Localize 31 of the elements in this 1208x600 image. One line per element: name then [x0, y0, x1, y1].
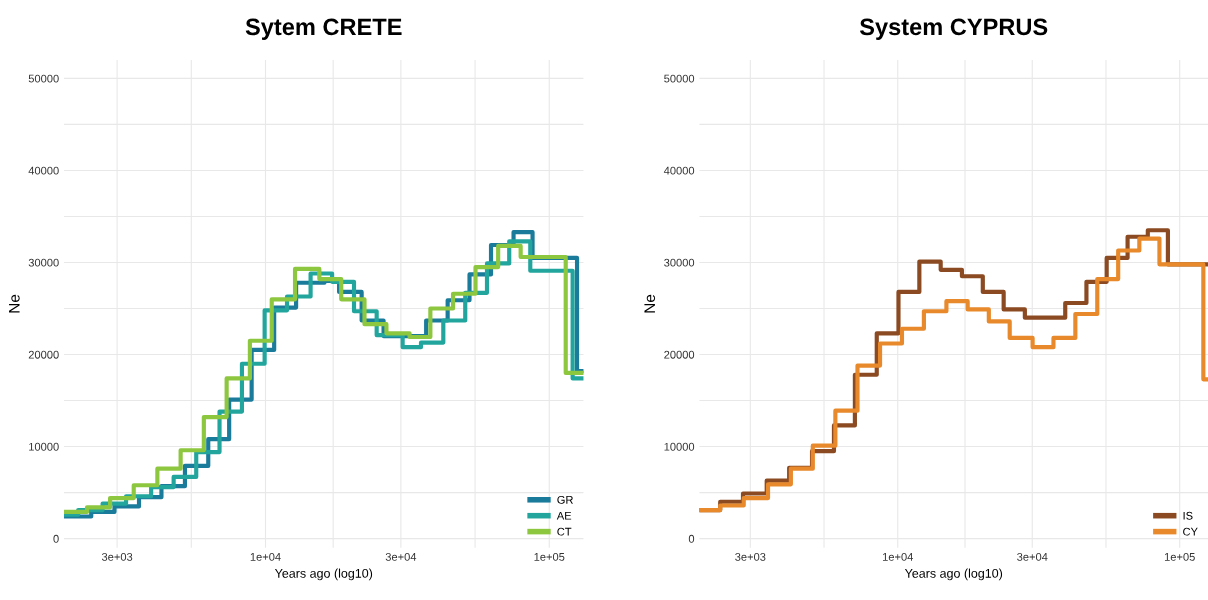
y-tick-label: 0: [688, 534, 695, 543]
legend-label: IS: [1183, 511, 1193, 520]
x-tick-label: 1e+05: [1164, 552, 1195, 561]
y-tick-label: 10000: [29, 442, 59, 451]
y-tick-label: 40000: [28, 166, 59, 175]
x-tick-label: 1e+05: [534, 552, 565, 561]
legend-label: AE: [556, 511, 572, 520]
y-tick-label: 30000: [28, 258, 59, 267]
legend-label: CT: [557, 527, 572, 536]
x-tick-label: 3e+03: [735, 552, 766, 561]
y-axis-title: Ne: [644, 294, 656, 313]
legend-label: GR: [557, 495, 573, 504]
y-tick-label: 0: [53, 534, 59, 543]
y-tick-label: 20000: [664, 350, 695, 359]
y-tick-label: 40000: [663, 166, 695, 175]
y-tick-label: 50000: [28, 74, 59, 83]
chart-title: Sytem CRETE: [245, 18, 402, 40]
y-tick-label: 20000: [28, 350, 59, 359]
y-axis-title: Ne: [9, 294, 20, 313]
x-tick-label: 3e+04: [1017, 552, 1048, 561]
chart-title: System CYPRUS: [859, 18, 1048, 40]
y-tick-label: 50000: [664, 74, 695, 83]
y-tick-label: 30000: [664, 258, 695, 267]
legend-label: CY: [1183, 527, 1198, 536]
x-tick-label: 1e+04: [882, 552, 914, 561]
y-tick-label: 10000: [664, 442, 695, 451]
x-axis-title: Years ago (log10): [904, 568, 1003, 581]
x-tick-label: 3e+03: [101, 552, 133, 561]
x-tick-label: 1e+04: [250, 552, 281, 561]
x-tick-label: 3e+04: [385, 552, 417, 561]
x-axis-title: Years ago (log10): [274, 568, 373, 581]
